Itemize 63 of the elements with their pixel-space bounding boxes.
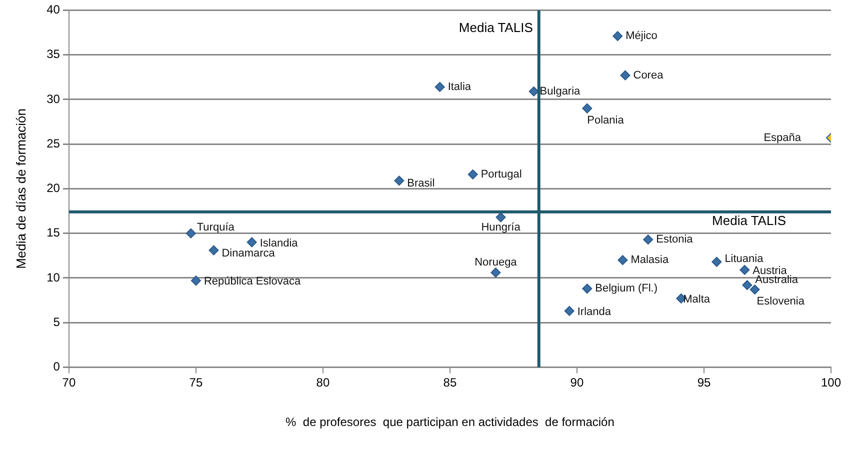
- ref-line-label: Media TALIS: [712, 212, 786, 228]
- annotation: Méjico: [626, 30, 658, 42]
- x-tick-label: 75: [189, 376, 203, 390]
- y-axis-title: Media de días de formación: [13, 108, 28, 269]
- y-tick-label: 40: [46, 2, 60, 17]
- annotation: Eslovenia: [756, 296, 806, 308]
- annotation: Irlanda: [577, 306, 612, 318]
- annotation: Brasil: [407, 178, 435, 190]
- y-tick-label: 30: [46, 92, 60, 106]
- point: [434, 82, 445, 92]
- annotation: Estonia: [656, 234, 694, 246]
- point: [740, 264, 750, 275]
- x-tick-label: 95: [697, 376, 711, 390]
- annotation: Malasia: [630, 254, 670, 266]
- y-tick-label: 20: [46, 181, 60, 196]
- annotation: Dinamarca: [222, 247, 276, 260]
- y-tick-label: 10: [46, 270, 60, 284]
- annotation: Bulgaria: [540, 85, 582, 98]
- y-tick-label: 35: [46, 47, 60, 62]
- x-tick-label: 70: [62, 376, 76, 390]
- point: [496, 212, 506, 222]
- annotation: Noruega: [474, 256, 518, 269]
- point: [564, 306, 574, 316]
- annotation: Malta: [683, 294, 711, 306]
- point: [208, 245, 219, 256]
- y-tick-label: 0: [53, 360, 60, 374]
- point: [186, 228, 196, 238]
- point: [528, 86, 539, 96]
- point: [620, 70, 630, 80]
- annotation: Australia: [755, 274, 799, 286]
- point: [394, 176, 404, 186]
- point: [190, 276, 201, 286]
- point: [712, 256, 722, 267]
- point: [582, 284, 592, 294]
- x-tick-label: 100: [820, 376, 842, 390]
- point: [742, 280, 752, 290]
- annotation: Hungría: [481, 221, 522, 234]
- annotation: República Eslovaca: [204, 276, 302, 288]
- y-tick-label: 5: [53, 314, 60, 329]
- ref-line-label: Media TALIS: [458, 20, 534, 35]
- point: [468, 169, 478, 180]
- annotation: Italia: [448, 80, 472, 93]
- y-tick-label: 15: [46, 226, 60, 240]
- annotation: Portugal: [480, 168, 522, 180]
- annotation: Turquía: [196, 221, 236, 234]
- x-tick-label: 85: [443, 376, 457, 390]
- point: [246, 237, 257, 248]
- x-tick-label: 80: [316, 376, 330, 390]
- point: [643, 234, 654, 245]
- annotation: Belgium (Fl.): [595, 282, 658, 295]
- annotation: Islandia: [260, 237, 299, 250]
- annotation: Corea: [633, 69, 664, 82]
- x-tick-label: 90: [570, 376, 584, 390]
- point: [612, 31, 623, 42]
- annotation: Polania: [587, 114, 625, 126]
- point: [618, 255, 628, 266]
- point: [490, 268, 501, 278]
- x-axis-title: % de profesores que participan en actividades de formación: [286, 415, 614, 430]
- point: [750, 284, 760, 295]
- annotation: Lituania: [724, 252, 764, 265]
- y-tick-label: 25: [46, 136, 60, 150]
- point: [582, 103, 592, 114]
- annotation: España: [764, 132, 802, 144]
